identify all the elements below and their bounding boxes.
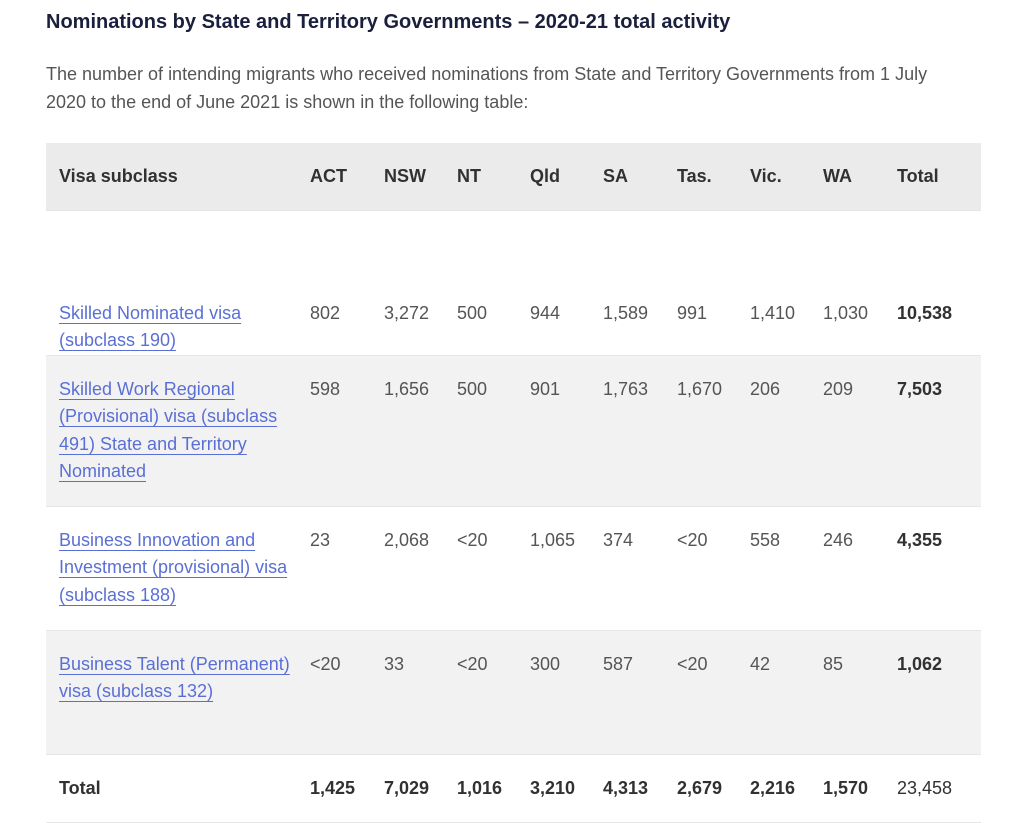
cell-tas: <20 xyxy=(677,630,750,755)
cell-nt: 500 xyxy=(457,210,530,356)
intro-paragraph: The number of intending migrants who rec… xyxy=(46,64,928,112)
visa-cell: Skilled Nominated visa (subclass 190) xyxy=(46,210,310,356)
cell-nt: 500 xyxy=(457,355,530,507)
cell-nt: <20 xyxy=(457,506,530,631)
col-header-act: ACT xyxy=(310,143,384,211)
cell-nsw: 33 xyxy=(384,630,457,755)
cell-vic: 42 xyxy=(750,630,823,755)
visa-link-188[interactable]: Business Innovation and Investment (prov… xyxy=(59,529,288,605)
cell-total: 7,503 xyxy=(897,355,981,507)
table-row: Business Talent (Permanent) visa (subcla… xyxy=(46,630,981,755)
cell-wa: 85 xyxy=(823,630,897,755)
cell-total: 10,538 xyxy=(897,210,981,356)
total-wa: 1,570 xyxy=(823,754,897,823)
total-nt: 1,016 xyxy=(457,754,530,823)
cell-sa: 1,763 xyxy=(603,355,677,507)
col-header-nsw: NSW xyxy=(384,143,457,211)
col-header-wa: WA xyxy=(823,143,897,211)
cell-nsw: 2,068 xyxy=(384,506,457,631)
table-row: Skilled Nominated visa (subclass 190) 80… xyxy=(46,210,981,356)
table-row: Skilled Work Regional (Provisional) visa… xyxy=(46,355,981,507)
visa-link-132[interactable]: Business Talent (Permanent) visa (subcla… xyxy=(59,653,290,702)
cell-wa: 209 xyxy=(823,355,897,507)
cell-nsw: 1,656 xyxy=(384,355,457,507)
total-sa: 4,313 xyxy=(603,754,677,823)
col-header-tas: Tas. xyxy=(677,143,750,211)
cell-wa: 246 xyxy=(823,506,897,631)
total-vic: 2,216 xyxy=(750,754,823,823)
cell-vic: 558 xyxy=(750,506,823,631)
total-act: 1,425 xyxy=(310,754,384,823)
totals-label: Total xyxy=(46,754,310,823)
visa-cell: Business Talent (Permanent) visa (subcla… xyxy=(46,630,310,755)
table-row: Business Innovation and Investment (prov… xyxy=(46,506,981,631)
cell-vic: 206 xyxy=(750,355,823,507)
cell-total: 4,355 xyxy=(897,506,981,631)
grand-total: 23,458 xyxy=(897,754,981,823)
cell-tas: <20 xyxy=(677,506,750,631)
col-header-nt: NT xyxy=(457,143,530,211)
cell-act: 598 xyxy=(310,355,384,507)
cell-qld: 1,065 xyxy=(530,506,603,631)
total-tas: 2,679 xyxy=(677,754,750,823)
cell-total: 1,062 xyxy=(897,630,981,755)
cell-act: 23 xyxy=(310,506,384,631)
col-header-sa: SA xyxy=(603,143,677,211)
cell-nsw: 3,272 xyxy=(384,210,457,356)
cell-sa: 374 xyxy=(603,506,677,631)
nominations-table: Visa subclass ACT NSW NT Qld SA Tas. Vic… xyxy=(46,143,981,823)
col-header-total: Total xyxy=(897,143,981,211)
cell-wa: 1,030 xyxy=(823,210,897,356)
visa-cell: Skilled Work Regional (Provisional) visa… xyxy=(46,355,310,507)
col-header-visa-subclass: Visa subclass xyxy=(46,143,310,211)
total-qld: 3,210 xyxy=(530,754,603,823)
col-header-qld: Qld xyxy=(530,143,603,211)
cell-qld: 300 xyxy=(530,630,603,755)
visa-cell: Business Innovation and Investment (prov… xyxy=(46,506,310,631)
visa-link-190[interactable]: Skilled Nominated visa (subclass 190) xyxy=(59,302,242,351)
page-title: Nominations by State and Territory Gover… xyxy=(46,11,731,33)
totals-row: Total 1,425 7,029 1,016 3,210 4,313 2,67… xyxy=(46,754,981,823)
cell-tas: 991 xyxy=(677,210,750,356)
cell-sa: 587 xyxy=(603,630,677,755)
total-nsw: 7,029 xyxy=(384,754,457,823)
cell-tas: 1,670 xyxy=(677,355,750,507)
cell-act: <20 xyxy=(310,630,384,755)
cell-qld: 944 xyxy=(530,210,603,356)
table-header-row: Visa subclass ACT NSW NT Qld SA Tas. Vic… xyxy=(46,143,981,211)
col-header-vic: Vic. xyxy=(750,143,823,211)
cell-vic: 1,410 xyxy=(750,210,823,356)
cell-qld: 901 xyxy=(530,355,603,507)
cell-nt: <20 xyxy=(457,630,530,755)
visa-link-491[interactable]: Skilled Work Regional (Provisional) visa… xyxy=(59,378,278,482)
cell-act: 802 xyxy=(310,210,384,356)
cell-sa: 1,589 xyxy=(603,210,677,356)
